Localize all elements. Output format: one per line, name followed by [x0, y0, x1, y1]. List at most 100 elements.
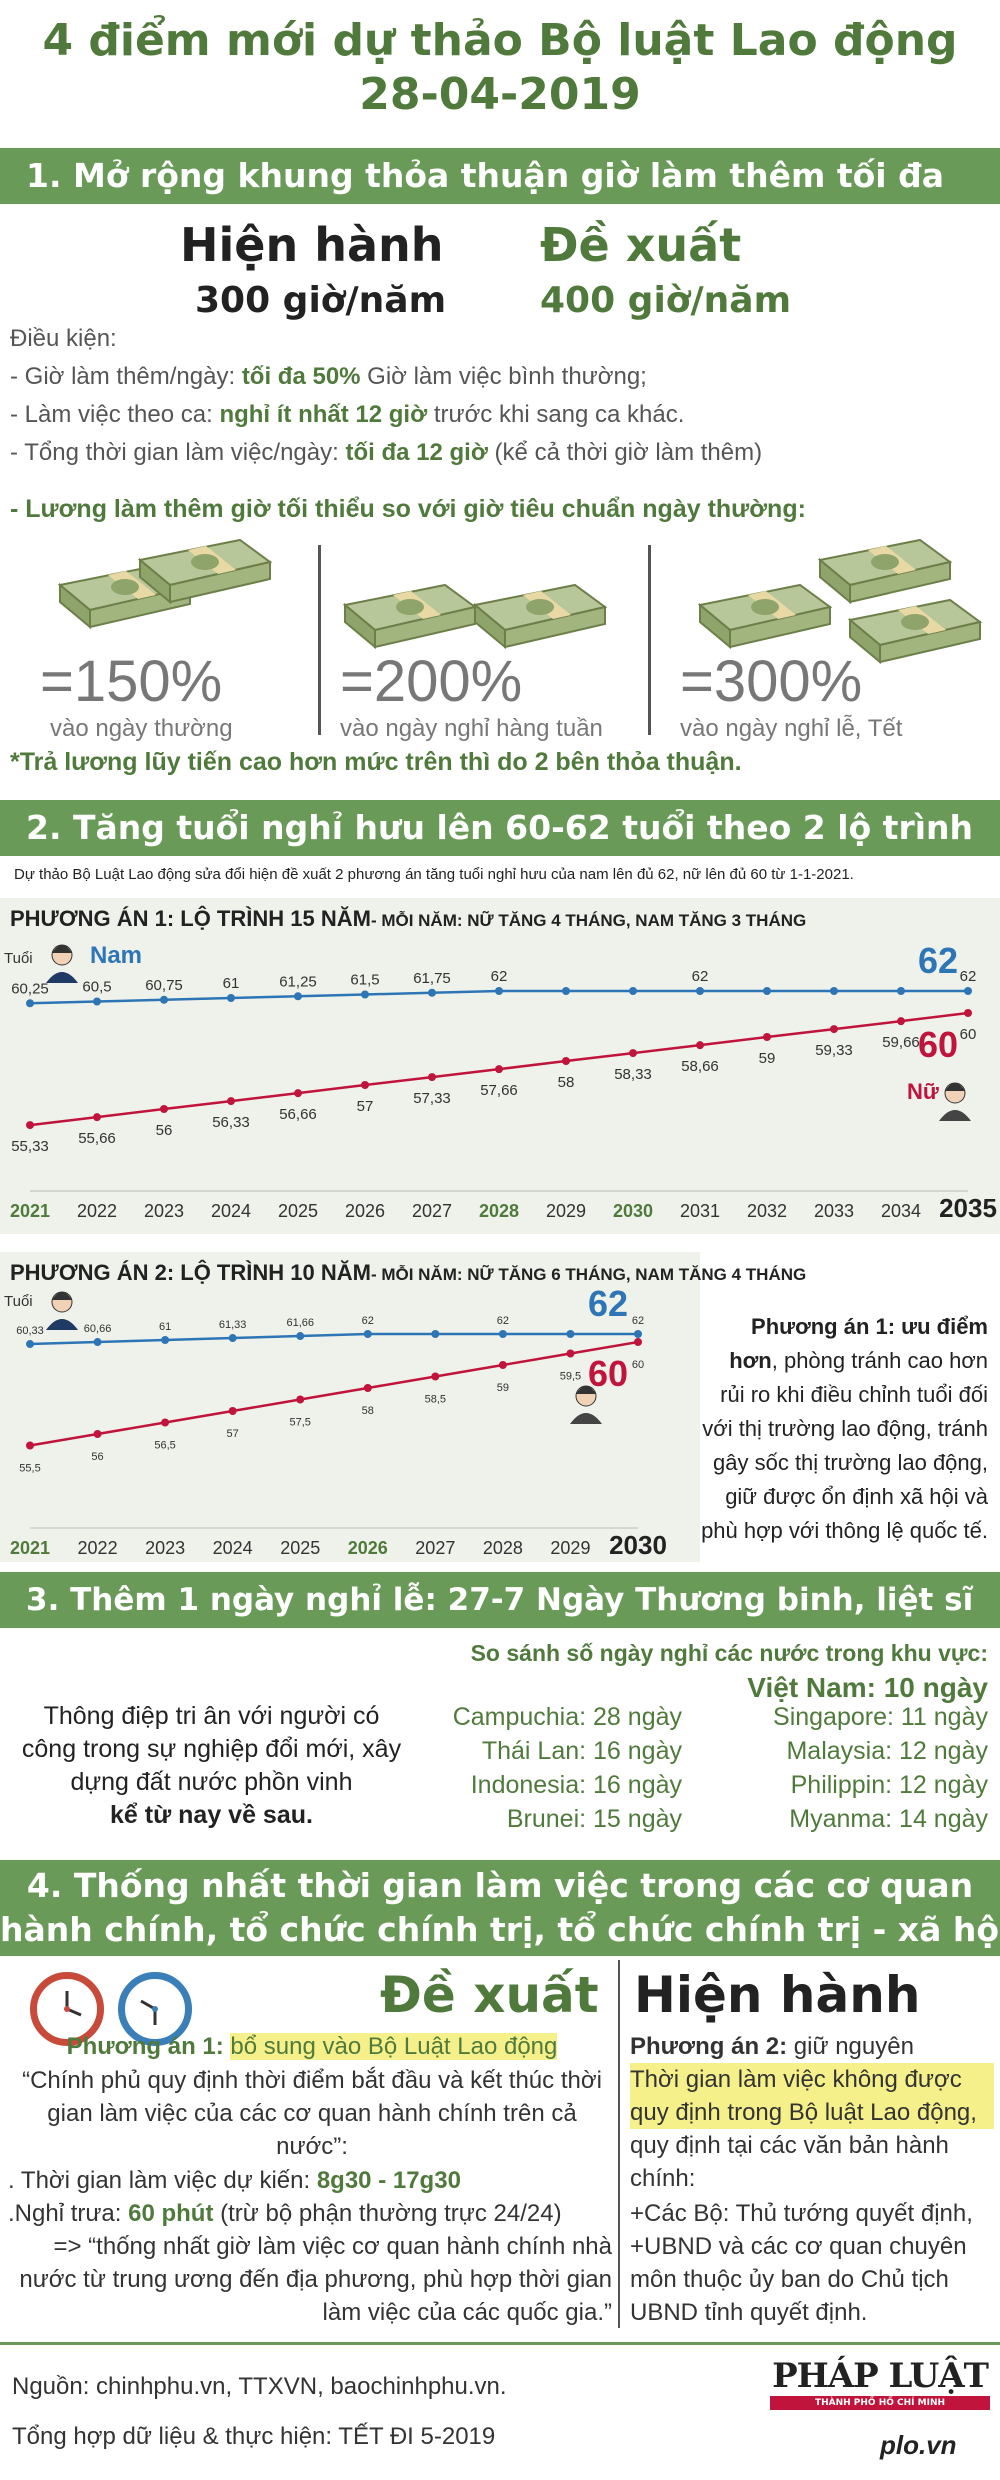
c1-post: Giờ làm việc bình thường;: [360, 363, 647, 390]
female-age-point: [363, 1384, 372, 1392]
male-age-point: [897, 987, 905, 995]
female-age-point: [696, 1041, 704, 1050]
data-label: 56,66: [279, 1106, 317, 1123]
x-tick-label: 2023: [145, 1538, 185, 1558]
female-age-point: [763, 1033, 771, 1041]
noon-note: (trừ bộ phận thường trực 24/24): [213, 2200, 562, 2227]
country-item: Singapore: 11 ngày: [773, 1703, 988, 1731]
section-4-header-line-2: hành chính, tổ chức chính trị, tổ chức c…: [0, 1910, 1000, 1949]
hair: [945, 1083, 965, 1091]
hair: [576, 1386, 596, 1394]
title-line-1: 4 điểm mới dự thảo Bộ luật Lao động: [42, 15, 958, 66]
option-1-quote: “Chính phủ quy định thời điểm bắt đầu và…: [22, 2067, 602, 2160]
money-icon: [344, 584, 476, 648]
gratitude-message: Thông điệp tri ân với người có công tron…: [14, 1700, 409, 1832]
data-label: 61,75: [413, 970, 451, 987]
country-item: Malaysia: 12 ngày: [786, 1737, 988, 1765]
male-age-point: [562, 987, 570, 995]
blue-clock-icon: [118, 1972, 192, 2046]
body: [46, 1319, 78, 1330]
option-2-keep: giữ nguyên: [787, 2033, 914, 2060]
plan-advantage: Phương án 1: ưu điểm hơn, phòng tránh ca…: [700, 1310, 988, 1548]
female-age-point: [495, 1065, 503, 1074]
c3-bold: tối đa 12 giờ: [345, 439, 488, 466]
data-label: 61,5: [350, 972, 379, 989]
money-icon: [474, 584, 606, 648]
rate-3: =300% vào ngày nghỉ lễ, Tết: [680, 648, 980, 743]
rate-2-value: =200%: [340, 649, 523, 714]
male-age-point: [566, 1330, 575, 1338]
data-label: 56,5: [154, 1440, 175, 1452]
data-label: 55,33: [11, 1138, 49, 1155]
data-label: 59,33: [815, 1042, 853, 1059]
hair: [52, 945, 72, 953]
female-age-point: [296, 1395, 305, 1404]
footer-divider: [0, 2342, 1000, 2345]
female-age-point: [26, 1441, 34, 1450]
x-tick-label: 2027: [415, 1538, 455, 1558]
plan-1-title: PHƯƠNG ÁN 1: LỘ TRÌNH 15 NĂM- MỖI NĂM: N…: [10, 906, 806, 932]
female-label: Nữ: [907, 1079, 939, 1104]
current-value: 300 giờ/năm: [195, 280, 447, 321]
data-label: 60,25: [11, 980, 49, 997]
x-tick-label: 2024: [211, 1201, 251, 1221]
plan-1-chart: 60,25 60,5 60,75 61 61,25 61,5 61,75 62 62 6255,3…: [4, 940, 997, 1223]
male-age-point: [495, 987, 503, 995]
message-bold: kể từ nay về sau.: [110, 1801, 313, 1829]
rate-2: =200% vào ngày nghỉ hàng tuần: [340, 648, 650, 743]
data-label: 61,33: [219, 1319, 247, 1331]
money-stacks: [59, 539, 981, 663]
conditions-block: Điều kiện: - Giờ làm thêm/ngày: tối đa 5…: [10, 320, 1000, 472]
option-2-highlight: Thời gian làm việc không được quy định t…: [630, 2063, 994, 2129]
x-tick-label: 2028: [483, 1538, 523, 1558]
rate-1: =150% vào ngày thường: [40, 648, 300, 743]
female-age-point: [562, 1057, 570, 1065]
male-age-point: [228, 1334, 237, 1343]
plan-2-panel: [0, 1252, 700, 1562]
option-2-text: quy định tại các văn bản hành chính:: [630, 2132, 949, 2192]
rate-1-value: =150%: [40, 649, 223, 714]
hair: [52, 1292, 72, 1300]
option-2-bullet-2: +UBND và các cơ quan chuyên môn thuộc ủy…: [630, 2233, 967, 2326]
data-label: 55,5: [19, 1463, 40, 1475]
current-heading: Hiện hành: [634, 1966, 921, 2024]
country-item: Philippin: 12 ngày: [790, 1771, 988, 1799]
female-age-point: [361, 1081, 369, 1089]
male-age-point: [964, 987, 972, 995]
country-item: Indonesia: 16 ngày: [470, 1771, 682, 1799]
site-link[interactable]: plo.vn: [880, 2430, 957, 2460]
data-label: 56: [156, 1122, 173, 1139]
female-age-point: [160, 1105, 168, 1113]
money-icon: [699, 584, 831, 648]
final-male-age: 62: [918, 940, 958, 981]
male-age-point: [296, 1332, 305, 1341]
data-label: 55,66: [78, 1130, 116, 1147]
data-label: 58: [362, 1405, 374, 1417]
data-label: 59: [497, 1382, 509, 1394]
y-axis-label: Tuổi: [4, 1293, 33, 1310]
x-tick-label: 2021: [10, 1201, 50, 1221]
data-label: 62: [362, 1315, 374, 1327]
source: Nguồn: chinhphu.vn, TTXVN, baochinhphu.v…: [12, 2373, 507, 2400]
plan-1-title-text: PHƯƠNG ÁN 1: LỘ TRÌNH 15 NĂM: [10, 906, 371, 931]
data-label: 59,66: [882, 1034, 920, 1051]
data-label: 60,33: [16, 1325, 44, 1337]
country-item: Brunei: 15 ngày: [506, 1805, 682, 1833]
female-age-point: [93, 1113, 101, 1122]
male-age-line: [29, 1332, 638, 1346]
final-female-age: 60: [588, 1353, 628, 1394]
money-icon: [819, 539, 951, 603]
data-label: 57: [227, 1428, 239, 1440]
female-age-point: [634, 1338, 642, 1346]
option-2-label: Phương án 2:: [630, 2033, 788, 2060]
female-age-point: [228, 1407, 237, 1415]
logo-subtitle: THÀNH PHỐ HỒ CHÍ MINH: [770, 2396, 990, 2410]
data-label: 57,33: [413, 1090, 451, 1107]
advantage-bold: Phương án 1: ưu điểm hơn: [729, 1314, 988, 1373]
option-2-bullet-1: +Các Bộ: Thủ tướng quyết định,: [630, 2200, 973, 2227]
male-age-point: [428, 988, 436, 997]
data-label: 58,33: [614, 1066, 652, 1083]
x-tick-label: 2033: [814, 1201, 854, 1221]
section-4-header-line-1: 4. Thống nhất thời gian làm việc trong c…: [26, 1866, 974, 1905]
